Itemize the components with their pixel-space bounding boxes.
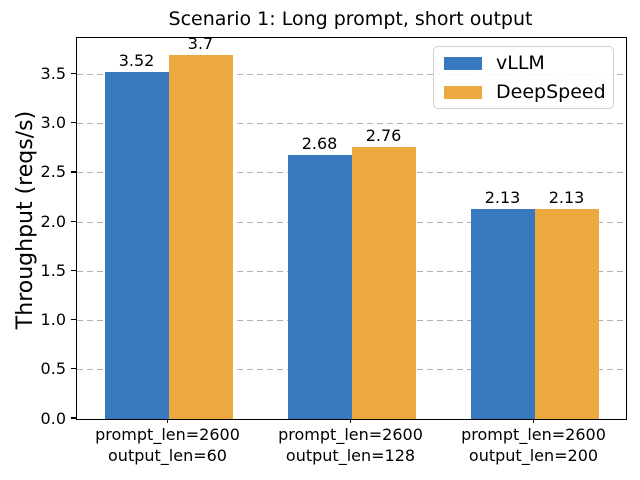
legend-swatch-deepspeed <box>444 85 482 99</box>
y-tick-mark-1.0 <box>71 318 76 321</box>
x-tick-mark-1 <box>166 418 169 423</box>
gridline-3.0 <box>77 123 626 125</box>
y-tick-label-3.0: 3.0 <box>40 113 66 133</box>
x-tick-label-line1: prompt_len=2600 <box>461 425 606 444</box>
legend-box: vLLM DeepSpeed <box>433 46 614 109</box>
x-tick-label-1: prompt_len=2600 output_len=60 <box>58 424 278 466</box>
bar-value-vllm-group2: 2.68 <box>301 134 338 154</box>
x-tick-mark-2 <box>349 418 352 423</box>
bar-deepspeed-group1 <box>168 54 233 419</box>
y-tick-mark-2.0 <box>71 220 76 222</box>
plot-area: 3.52 2.68 2.13 3.7 2.76 2.13 <box>76 33 627 420</box>
x-tick-label-line2: output_len=60 <box>108 446 227 465</box>
bar-deepspeed-group3 <box>534 209 599 419</box>
bar-vllm-group3 <box>470 209 535 419</box>
gridline-3.5 <box>77 73 626 75</box>
y-tick-mark-0.0 <box>71 417 76 419</box>
x-tick-label-line1: prompt_len=2600 <box>278 425 423 444</box>
y-tick-label-1.5: 1.5 <box>40 260 66 280</box>
legend-label-vllm: vLLM <box>496 52 545 74</box>
y-tick-label-3.5: 3.5 <box>40 63 66 83</box>
x-tick-label-2: prompt_len=2600 output_len=128 <box>241 424 461 466</box>
bar-deepspeed-group2 <box>351 147 416 419</box>
x-tick-mark-3 <box>532 418 535 423</box>
x-tick-label-line2: output_len=128 <box>285 446 416 465</box>
x-tick-label-line1: prompt_len=2600 <box>95 425 240 444</box>
y-tick-label-2.0: 2.0 <box>40 211 66 231</box>
y-tick-mark-3.5 <box>71 72 76 75</box>
x-tick-label-3: prompt_len=2600 output_len=200 <box>424 424 640 466</box>
bar-vllm-group1 <box>104 72 169 419</box>
bar-value-vllm-group3: 2.13 <box>484 188 521 208</box>
x-tick-label-line2: output_len=200 <box>468 446 599 465</box>
legend-swatch-vllm <box>444 56 482 70</box>
y-tick-label-0.0: 0.0 <box>40 408 66 428</box>
bar-vllm-group2 <box>287 155 352 419</box>
legend-entry-vllm: vLLM <box>444 52 603 74</box>
bar-value-vllm-group1: 3.52 <box>118 51 155 71</box>
bar-value-deepspeed-group2: 2.76 <box>365 126 402 146</box>
y-tick-label-2.5: 2.5 <box>40 162 66 182</box>
legend-label-deepspeed: DeepSpeed <box>496 81 606 103</box>
y-tick-mark-1.5 <box>71 269 76 272</box>
y-tick-mark-3.0 <box>71 122 76 124</box>
y-tick-mark-2.5 <box>71 171 76 173</box>
legend-entry-deepspeed: DeepSpeed <box>444 81 606 103</box>
bar-value-deepspeed-group3: 2.13 <box>548 188 585 208</box>
y-tick-label-1.0: 1.0 <box>40 310 66 330</box>
chart-title: Scenario 1: Long prompt, short output <box>168 8 533 30</box>
bar-value-deepspeed-group1: 3.7 <box>187 33 214 53</box>
y-tick-mark-0.5 <box>71 368 76 370</box>
y-tick-label-0.5: 0.5 <box>40 359 66 379</box>
